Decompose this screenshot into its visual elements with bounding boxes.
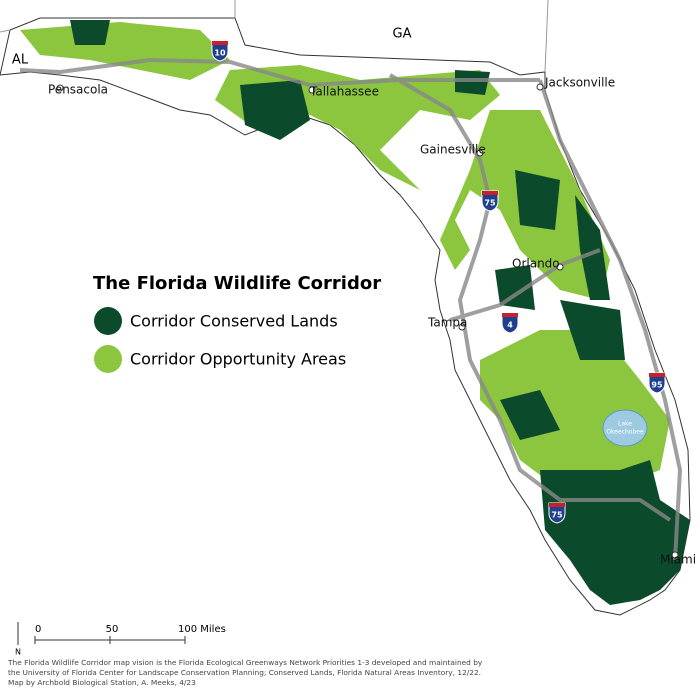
shield-top <box>649 373 665 377</box>
legend-label: Corridor Opportunity Areas <box>130 350 346 369</box>
scale-label: 0 <box>35 624 41 635</box>
shield-top <box>482 191 498 195</box>
footnote-line: Map by Archbold Biological Station, A. M… <box>8 678 196 687</box>
city-label: Orlando <box>512 257 560 271</box>
map-title: The Florida Wildlife Corridor <box>93 273 381 294</box>
shield-top <box>502 313 518 317</box>
legend-swatch <box>94 345 122 373</box>
footnote-line: the University of Florida Center for Lan… <box>8 668 481 677</box>
city-dot <box>308 86 316 94</box>
lake <box>602 409 648 447</box>
highway-number: 75 <box>484 199 496 208</box>
lake-label: Okeechobee <box>606 429 644 436</box>
city-dot <box>671 551 679 559</box>
highway-number: 4 <box>507 321 513 330</box>
highway-number: 95 <box>651 381 663 390</box>
state-label: AL <box>12 53 29 68</box>
city-dot <box>536 83 544 91</box>
shield-top <box>549 503 565 507</box>
footnote-line: The Florida Wildlife Corridor map vision… <box>7 658 483 667</box>
city-label: Tallahassee <box>309 85 379 99</box>
highway-shield <box>501 312 519 334</box>
city-dot <box>56 84 64 92</box>
highway-shield <box>211 40 229 62</box>
city-label: Tampa <box>427 316 467 330</box>
city-label: Miami <box>660 553 696 567</box>
conserved-lands <box>70 20 690 605</box>
city-dot <box>476 149 484 157</box>
north-label: N <box>15 648 21 657</box>
legend-swatch <box>94 307 122 335</box>
scale-label: 50 <box>106 624 119 635</box>
lake-label: Lake <box>618 421 632 428</box>
city-label: Pensacola <box>48 83 108 97</box>
highway-shield <box>481 190 499 212</box>
highway-shield <box>648 372 666 394</box>
scale-bar <box>34 636 186 644</box>
city-label: Jacksonville <box>544 76 615 90</box>
state-label: GA <box>393 27 412 42</box>
highway-number: 10 <box>214 49 226 58</box>
city-dot <box>458 323 466 331</box>
highway-shield <box>548 502 566 524</box>
scale-label: 100 Miles <box>178 624 226 635</box>
legend-label: Corridor Conserved Lands <box>130 312 338 331</box>
shield-top <box>212 41 228 45</box>
highways <box>19 57 683 561</box>
highway-number: 75 <box>551 511 563 520</box>
city-label: Gainesville <box>420 143 486 157</box>
city-dot <box>556 263 564 271</box>
